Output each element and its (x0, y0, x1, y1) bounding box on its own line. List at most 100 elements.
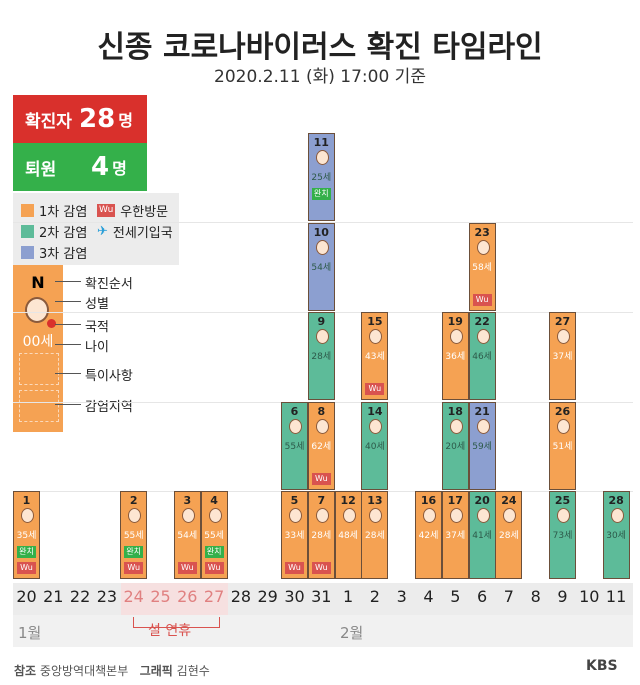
case-age: 42세 (418, 531, 439, 541)
case-number: 22 (474, 315, 490, 328)
case-age: 37세 (552, 352, 573, 362)
case-number: 3 (183, 494, 192, 507)
case-age: 48세 (338, 531, 358, 541)
day-label: 3 (396, 587, 407, 606)
released-count-box: 퇴원 4 명 (13, 143, 147, 191)
case-age: 28세 (311, 352, 332, 362)
kbs-logo: KBS (586, 658, 618, 674)
key-label: 특이사항 (85, 369, 133, 384)
case-age: 51세 (552, 441, 573, 452)
case-card: 14 40세 (361, 401, 389, 490)
wuhan-tag-icon: Wu (285, 562, 304, 574)
case-age: 28세 (311, 531, 332, 541)
case-card: 12 48세 (334, 491, 362, 579)
case-number: 10 (313, 225, 329, 239)
wuhan-tag-icon: Wu (177, 562, 197, 574)
case-card: 10 54세 (307, 222, 335, 311)
person-icon (21, 508, 34, 523)
day-label: 11 (605, 587, 627, 606)
person-icon (25, 297, 49, 323)
recovered-badge: 완치 (204, 546, 224, 558)
day-label: 26 (177, 587, 198, 606)
person-icon (369, 329, 383, 344)
day-label: 23 (96, 587, 118, 606)
case-card: 26 51세 (549, 401, 576, 490)
person-icon (476, 508, 490, 523)
case-card: 4 55세 완치 Wu (200, 491, 228, 579)
orange-swatch-icon (21, 204, 34, 217)
person-icon (476, 329, 490, 344)
case-age: 46세 (472, 352, 492, 362)
person-icon (557, 329, 570, 344)
case-number: 24 (501, 494, 517, 507)
case-age: 28세 (499, 531, 519, 541)
person-icon (369, 508, 383, 523)
footer-credits: 참조 중앙방역대책본부 그래픽 김현수 (14, 664, 210, 678)
wuhan-tag-icon: Wu (17, 562, 36, 574)
person-icon (476, 239, 490, 255)
case-card: 11 25세 완치 (307, 133, 335, 221)
day-label: 28 (230, 587, 252, 606)
case-number: 26 (554, 404, 571, 418)
page-title: 신종 코로나바이러스 확진 타임라인 (97, 30, 543, 65)
airplane-icon: ✈ (97, 224, 108, 239)
person-icon (315, 418, 329, 434)
person-icon (476, 418, 490, 434)
case-number: 1 (22, 494, 31, 507)
released-value: 4 (91, 152, 110, 182)
case-number: 5 (290, 494, 299, 507)
wuhan-tag-icon: Wu (311, 562, 331, 574)
page-subtitle: 2020.2.11 (화) 17:00 기준 (214, 67, 426, 87)
case-age: 55세 (284, 441, 305, 452)
wuhan-tag-icon: Wu (311, 472, 331, 485)
case-card: 23 58세 Wu (468, 222, 496, 311)
day-label: 31 (311, 587, 332, 606)
case-age: 37세 (445, 531, 466, 541)
confirmed-unit: 명 (118, 111, 133, 130)
case-number: 25 (554, 494, 571, 507)
day-label: 21 (43, 587, 64, 606)
case-number: 7 (317, 494, 326, 507)
legend: 1차 감염 Wu 우한방문 2차 감염 ✈ 전세기입국 3차 감염 (13, 193, 179, 265)
case-card: 18 20세 (441, 401, 469, 490)
case-card: 28 30세 (602, 491, 630, 579)
case-card: 7 28세 Wu (307, 491, 335, 579)
recovered-badge: 완치 (17, 546, 36, 558)
person-icon (342, 508, 356, 523)
case-age: 40세 (365, 441, 385, 452)
case-number: 8 (317, 404, 326, 418)
wuhan-tag-icon: Wu (97, 204, 116, 217)
wuhan-tag-icon: Wu (204, 562, 224, 574)
case-number: 6 (290, 404, 299, 418)
case-age: 54세 (177, 531, 198, 541)
month-jan: 1월 (18, 624, 42, 642)
released-unit: 명 (112, 159, 127, 178)
key-label: 확진순서 (85, 277, 133, 292)
case-age: 30세 (606, 531, 626, 541)
legend-charter: ✈ 전세기입국 (97, 224, 173, 241)
key-label: 성별 (85, 297, 109, 312)
case-number: 18 (447, 404, 463, 418)
person-icon (289, 418, 302, 434)
day-label: 25 (150, 587, 171, 606)
person-icon (423, 508, 436, 523)
key-label: 감염지역 (85, 400, 133, 415)
person-icon (128, 508, 142, 523)
day-label: 6 (477, 587, 488, 606)
person-icon (449, 418, 463, 434)
confirmed-count-box: 확진자 28 명 (13, 95, 147, 143)
case-number: 20 (474, 494, 490, 507)
legend-second: 2차 감염 (21, 222, 87, 241)
recovered-badge: 완치 (311, 188, 331, 200)
case-card: 2 55세 완치 Wu (120, 491, 148, 579)
confirmed-label: 확진자 (25, 111, 72, 132)
case-number: 19 (447, 315, 463, 328)
day-label: 27 (203, 587, 225, 606)
case-number: 21 (474, 404, 490, 418)
person-icon (503, 508, 517, 523)
person-icon (315, 150, 329, 165)
confirmed-value: 28 (79, 104, 116, 134)
person-icon (181, 508, 195, 523)
person-icon (449, 329, 463, 344)
case-card: 17 37세 (441, 491, 469, 579)
